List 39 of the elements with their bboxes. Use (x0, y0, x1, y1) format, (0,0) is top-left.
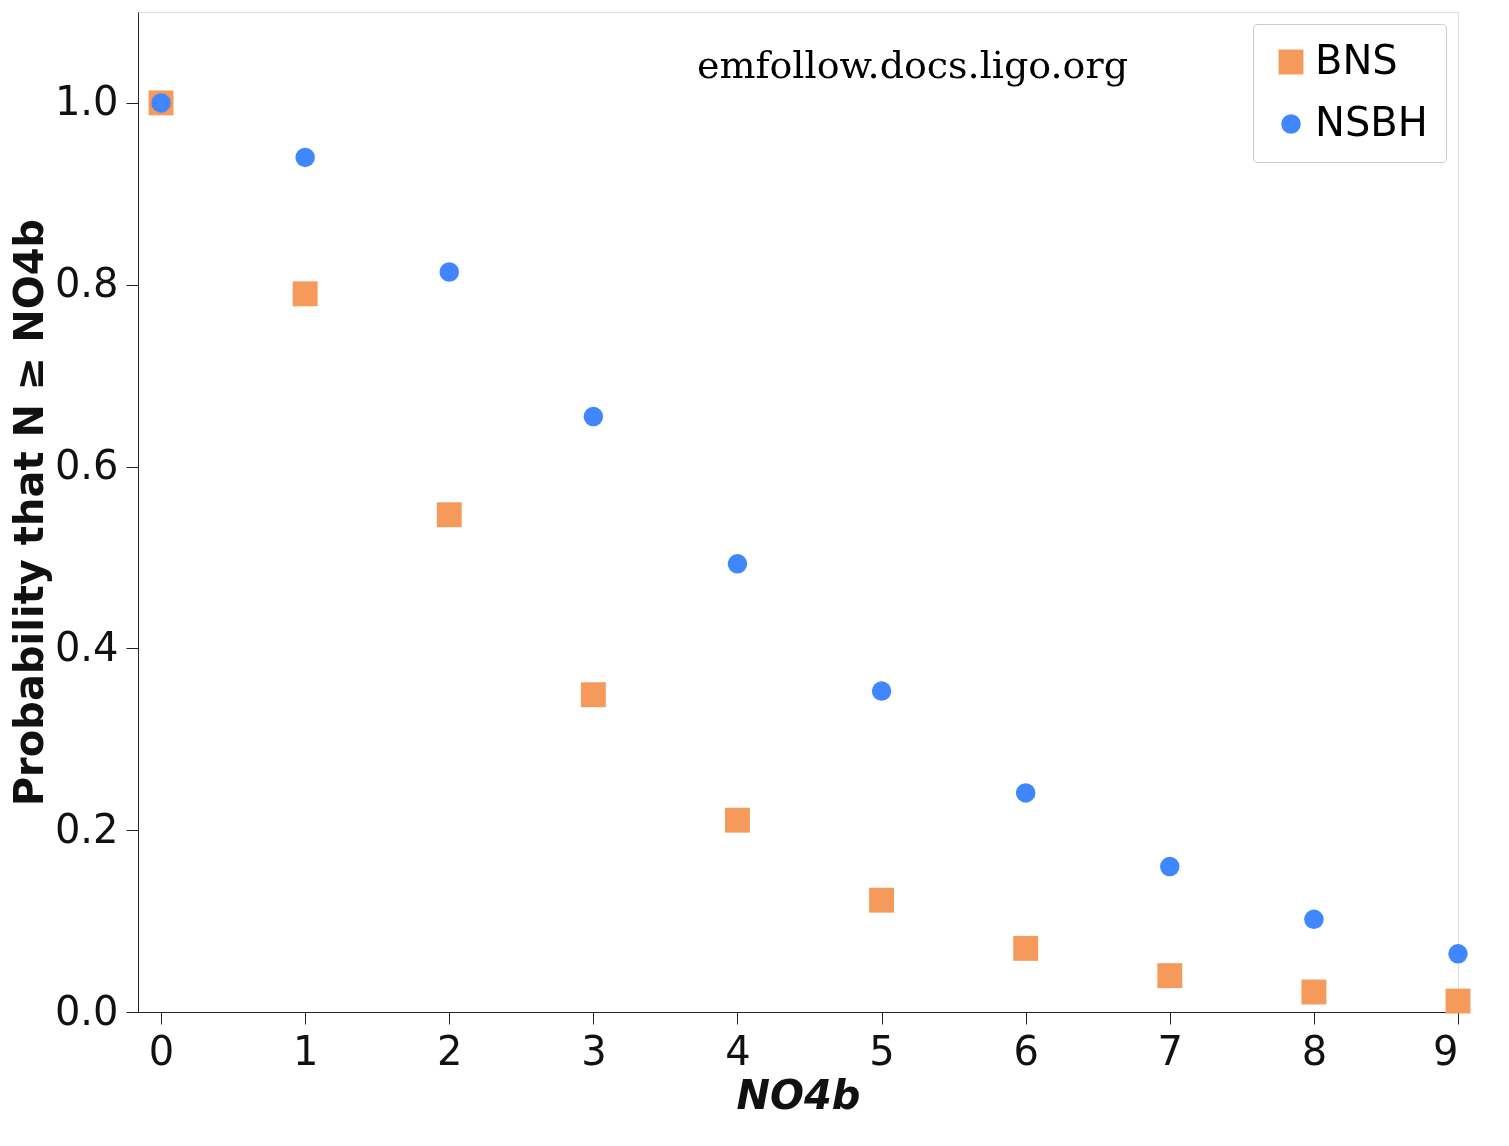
x-axis-title: NO4b (736, 1071, 861, 1118)
point (583, 406, 604, 427)
y-tick-label: 0.4 (54, 623, 119, 670)
x-tick-label: 0 (148, 1027, 175, 1074)
point (1157, 963, 1183, 989)
annotation: emfollow.docs.ligo.org (696, 43, 1128, 87)
point (1445, 988, 1471, 1014)
x-tick-label: 5 (869, 1027, 895, 1074)
point (725, 807, 750, 833)
y-axis-title: Probability that N ≥ NO4b (5, 218, 52, 807)
y-tick-label: 0.0 (54, 987, 119, 1034)
x-tick-label: 7 (1157, 1027, 1184, 1074)
point (727, 554, 748, 574)
x-tick-label: 4 (725, 1027, 751, 1074)
legend-label: BNS (1315, 37, 1398, 83)
point (439, 262, 460, 282)
point (292, 281, 318, 307)
legend-label: NSBH (1315, 99, 1428, 145)
x-tick-label: 9 (1433, 1027, 1459, 1074)
point (1015, 783, 1036, 803)
point (1448, 944, 1468, 964)
y-tick-label: 0.6 (54, 442, 119, 489)
x-tick-label: 6 (1013, 1027, 1039, 1074)
point (869, 887, 895, 913)
point (580, 682, 606, 708)
y-tick-label: 1.0 (54, 78, 119, 125)
x-tick-label: 2 (437, 1027, 463, 1074)
point (1304, 909, 1324, 929)
y-tick-label: 0.8 (54, 260, 119, 307)
point (1301, 979, 1327, 1005)
x-tick-label: 3 (581, 1027, 607, 1074)
point (295, 147, 315, 168)
point (1160, 856, 1180, 877)
point (871, 681, 892, 701)
point (436, 502, 462, 528)
y-tick-label: 0.2 (54, 805, 119, 852)
x-tick-label: 8 (1301, 1027, 1328, 1074)
x-tick-label: 1 (292, 1027, 319, 1074)
point (1013, 935, 1039, 961)
